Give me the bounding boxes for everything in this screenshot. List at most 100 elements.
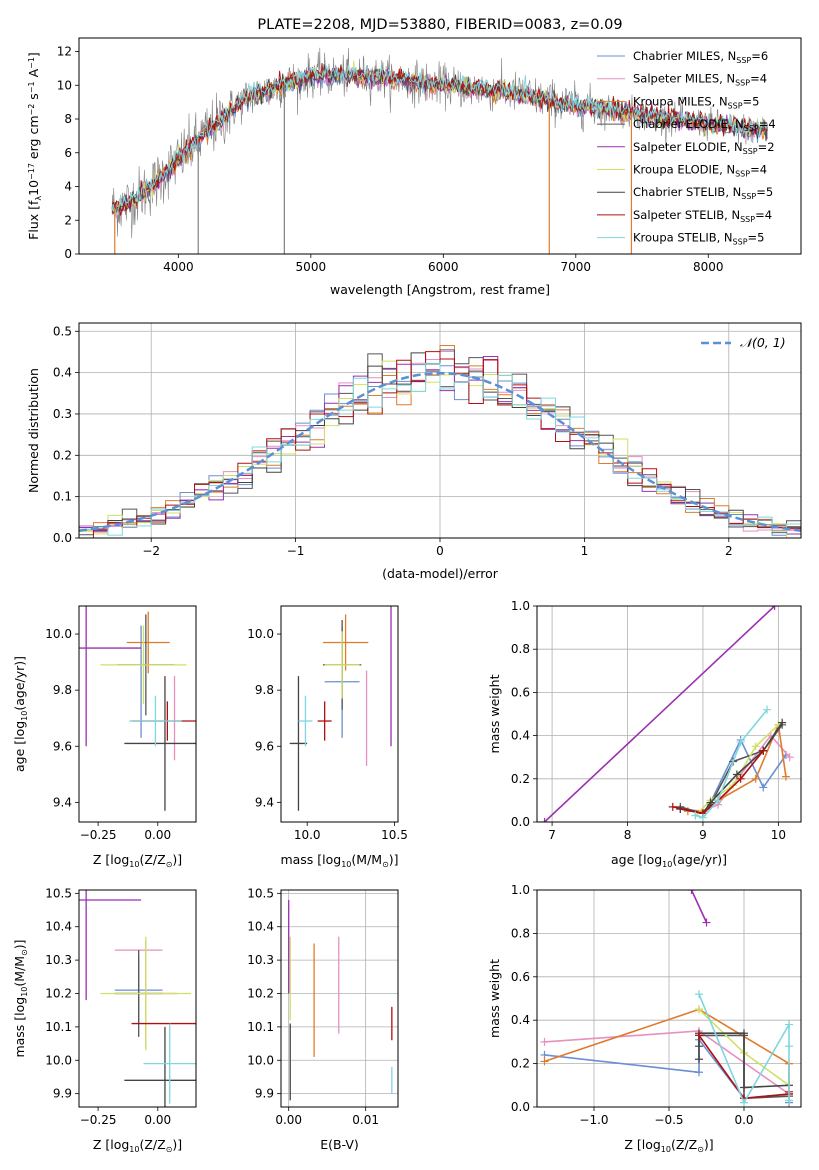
legend-label: Chabrier ELODIE, NSSP=4 [633,117,776,133]
weight-marker [736,774,745,783]
y-tick-label: 0.4 [511,1013,530,1027]
y-tick-label: 10.5 [247,886,274,900]
text-span: −1 [27,57,36,69]
text-span: 10 [661,1145,671,1154]
y-tick-label: 0.1 [53,490,72,504]
y-tick-label: 9.8 [53,683,72,697]
text-span: SSP [728,101,743,110]
y-tick-label: 0.6 [511,970,530,984]
weight-marker [695,1005,703,1014]
text-span: =4 [750,72,767,86]
y-tick-label: 0.2 [511,1057,530,1071]
weight-marker [781,772,790,781]
text-span: (M/M [12,956,27,987]
x-tick-label: 0.00 [144,1113,171,1127]
y-tick-label: 9.9 [255,1087,274,1101]
text-span: Z [log [93,1137,129,1152]
x-tick-label: 0.0 [734,1113,753,1127]
x-tick-label: 7000 [561,260,592,274]
text-span: 10 [662,860,672,869]
weight-marker [759,746,768,755]
y-tick-label: 8 [64,112,72,126]
y-tick-label: 10 [57,78,72,92]
x-tick-label: 10.5 [381,828,408,842]
legend-label: Kroupa MILES, NSSP=5 [633,94,759,110]
y-tick-label: 10.1 [45,1020,72,1034]
x-axis-label: mass [log10(M/M⊙)] [280,852,398,869]
text-span: )] [12,939,27,949]
x-tick-label: 4000 [163,260,194,274]
weight-marker [691,811,700,820]
y-tick-label: 0.0 [511,815,530,829]
x-tick-label: 8 [624,828,632,842]
weight-marker [763,705,772,714]
text-span: SSP [740,215,755,224]
text-span: =2 [758,140,775,154]
x-tick-label: 10 [771,828,786,842]
text-span: (Z/Z [139,1137,165,1152]
y-tick-label: 9.4 [53,795,72,809]
text-span: SSP [735,170,750,179]
x-tick-label: −1 [287,544,305,558]
spectrum-axes [78,37,802,255]
legend-label: Kroupa STELIB, NSSP=5 [633,231,764,247]
weight-marker [740,1083,748,1092]
histogram-step [79,362,801,538]
weight-marker [706,798,715,807]
weight-marker [695,1068,703,1077]
x-tick-label: 0 [436,544,444,558]
histogram-axes [78,322,802,539]
weight-z-axes [536,889,802,1108]
text-span: )] [389,852,399,867]
text-span: 10 [20,987,29,997]
y-tick-label: 0.5 [53,324,72,338]
y-tick-label: 10.3 [247,953,274,967]
text-span: (Z/Z [139,852,165,867]
text-span: ⊙ [697,1145,704,1154]
x-tick-label: 6000 [428,260,459,274]
y-tick-label: 12 [57,45,72,59]
age-mass-axes [280,605,399,823]
text-span: ⊙ [20,949,29,956]
weight-marker [759,783,768,792]
weight-marker [751,742,760,751]
text-span: 10 [20,711,29,721]
x-tick-label: 1 [581,544,589,558]
legend-label: Kroupa ELODIE, NSSP=4 [633,163,767,179]
weight-marker [698,813,707,822]
weight-line [680,724,783,815]
x-axis-label: (data-model)/error [382,566,499,581]
text-span: (Z/Z [671,1137,697,1152]
chart-title: PLATE=2208, MJD=53880, FIBERID=0083, z=0… [257,17,622,33]
y-tick-label: 10.0 [247,1053,274,1067]
y-tick-label: 0.2 [511,772,530,786]
weight-marker [540,1037,549,1046]
y-tick-label: 10.0 [45,627,72,641]
y-tick-label: 4 [64,180,72,194]
text-span: Flux [f [26,200,41,240]
text-span: Salpeter MILES, N [633,72,735,86]
y-tick-label: 0.0 [53,531,72,545]
text-span: Chabrier ELODIE, N [633,117,744,131]
x-tick-label: 9 [699,828,707,842]
text-span: λ [34,196,43,201]
x-tick-label: 7 [548,828,556,842]
text-span: =5 [743,94,760,108]
y-tick-label: 9.9 [53,1087,72,1101]
weight-marker [668,802,677,811]
y-tick-label: 0.8 [511,642,530,656]
x-axis-label: Z [log10(Z/Z⊙)] [93,852,182,869]
legend-label: Chabrier STELIB, NSSP=5 [633,185,773,201]
text-span: Salpeter ELODIE, N [633,140,743,154]
y-tick-label: 6 [64,146,72,160]
x-tick-label: −1.0 [579,1113,608,1127]
y-tick-label: 0.2 [53,448,72,462]
y-tick-label: 0.0 [511,1100,530,1114]
x-axis-label: E(B-V) [320,1137,359,1152]
y-tick-label: 2 [64,213,72,227]
y-axis-label: mass weight [487,959,502,1038]
x-tick-label: −0.25 [80,828,117,842]
text-span: Z [log [624,1137,660,1152]
weight-line [543,606,776,822]
